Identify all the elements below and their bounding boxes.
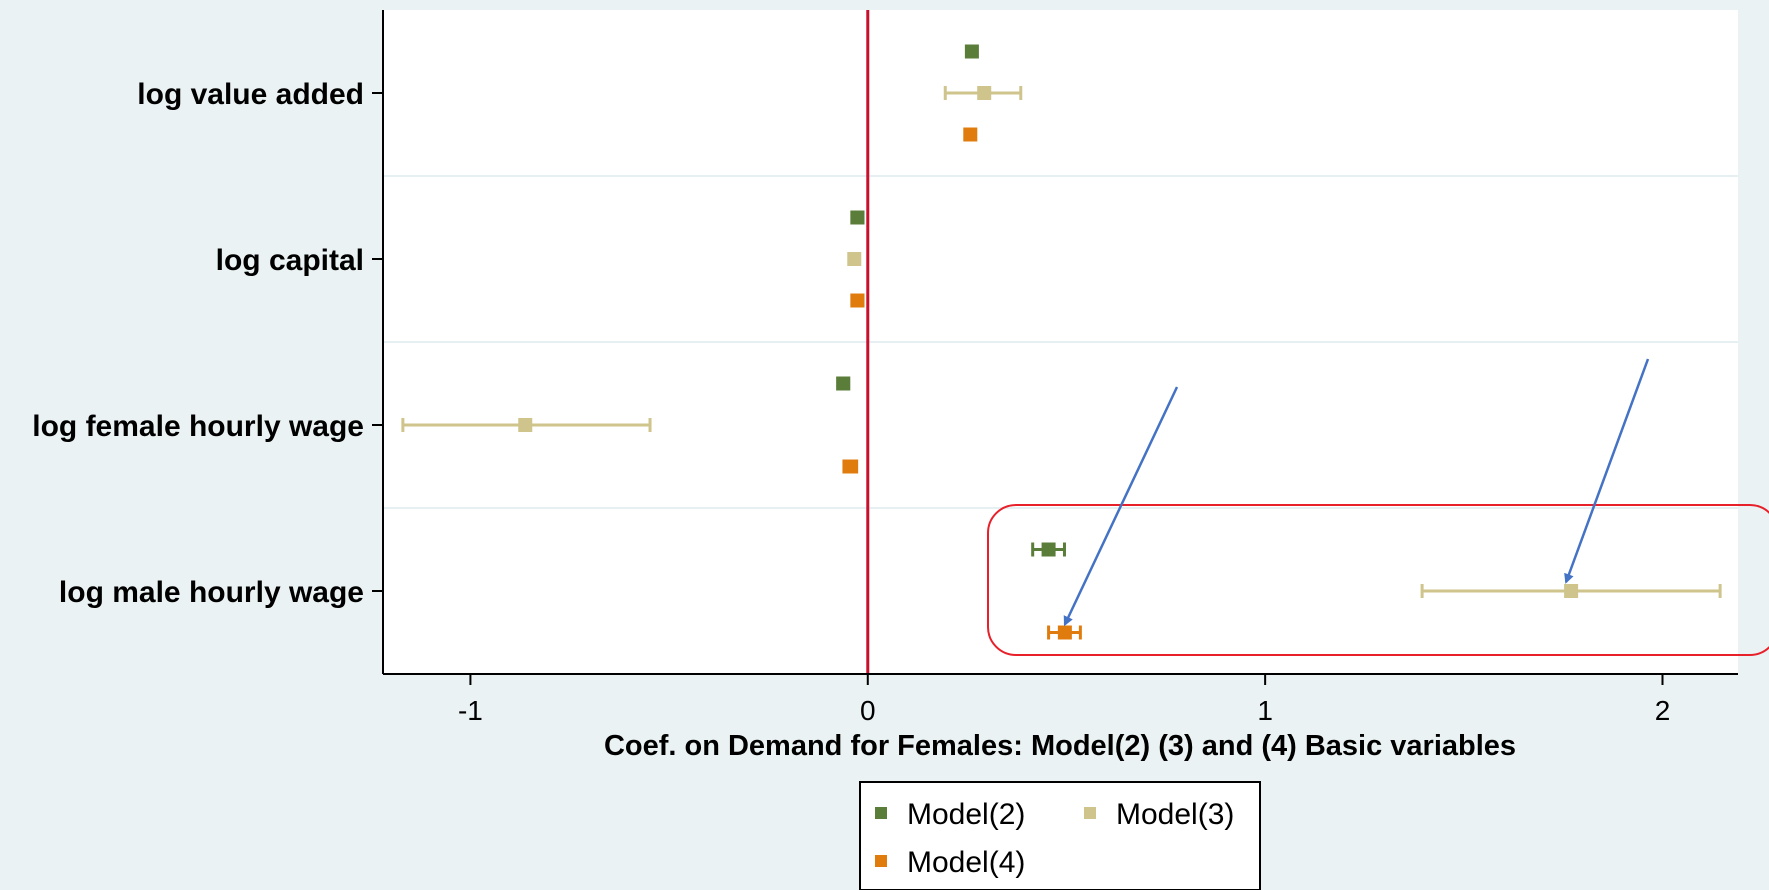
point-marker	[850, 293, 865, 308]
x-axis-title: Coef. on Demand for Females: Model(2) (3…	[604, 730, 1516, 762]
annotation-arrow	[1063, 386, 1179, 627]
axes	[382, 10, 1738, 675]
point-marker	[964, 44, 979, 59]
legend-box	[859, 781, 1261, 890]
legend-label: Model(2)	[907, 798, 1025, 831]
annotation-arrow	[1564, 358, 1650, 584]
point-marker	[843, 459, 858, 474]
category-label: log female hourly wage	[32, 410, 364, 443]
category-label: log capital	[216, 244, 364, 277]
point-marker	[963, 127, 978, 142]
annotations	[987, 358, 1769, 656]
category-separators	[383, 175, 1738, 509]
category-labels: log value added log capital log female hou…	[32, 78, 383, 609]
point-marker	[977, 86, 992, 100]
legend-label: Model(3)	[1116, 798, 1234, 831]
x-tick-label: 2	[1655, 695, 1671, 726]
point-marker	[518, 418, 533, 432]
point-marker	[1057, 625, 1072, 640]
legend-label: Model(4)	[907, 846, 1025, 879]
x-axis-ticks: -1 0 1 2	[458, 674, 1670, 726]
point-marker	[1041, 542, 1056, 557]
legend: Model(2) Model(3) Model(4)	[859, 781, 1261, 890]
data-marks	[401, 44, 1722, 640]
x-tick-label: -1	[458, 695, 483, 726]
point-marker	[847, 252, 862, 266]
highlight-box	[987, 504, 1769, 656]
legend-swatch	[875, 855, 887, 867]
category-label: log value added	[137, 78, 364, 111]
point-marker	[836, 376, 851, 391]
legend-swatch	[875, 807, 887, 819]
category-label: log male hourly wage	[59, 576, 364, 609]
x-tick-label: 0	[860, 695, 876, 726]
point-marker	[1564, 584, 1579, 598]
x-tick-label: 1	[1257, 695, 1273, 726]
legend-swatch	[1084, 807, 1096, 819]
point-marker	[850, 210, 865, 225]
